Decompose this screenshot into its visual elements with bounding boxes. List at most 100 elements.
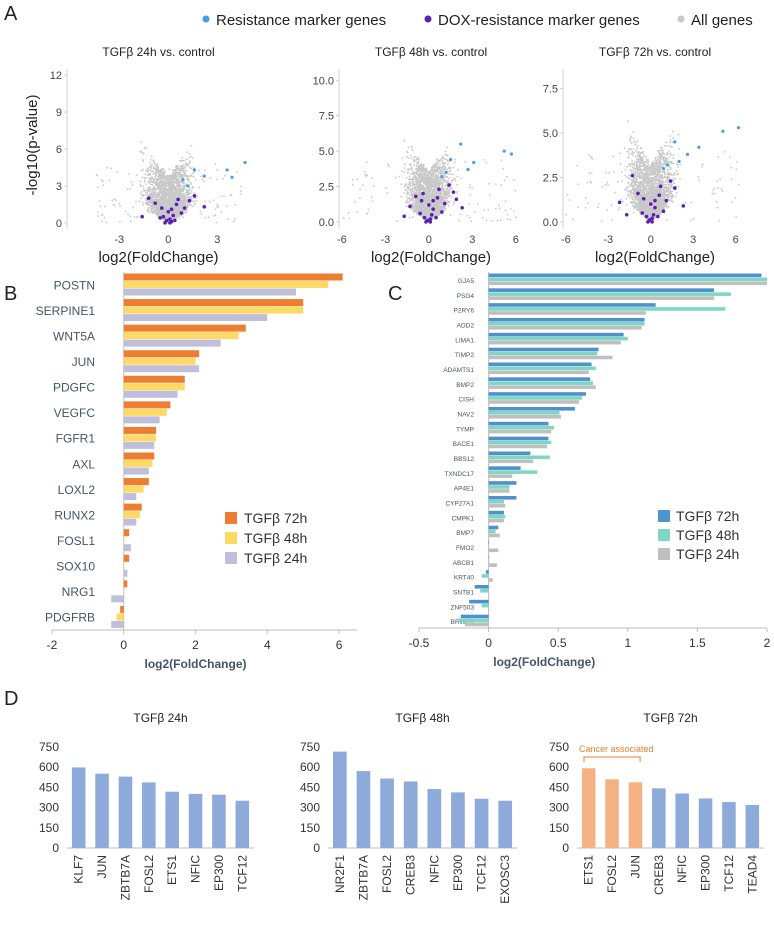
gene-point — [411, 149, 414, 152]
gene-point — [189, 196, 192, 199]
gene-point — [113, 204, 116, 207]
gene-point — [191, 172, 194, 175]
gene-point — [114, 199, 117, 202]
gene-point — [143, 177, 146, 179]
gene-point — [171, 179, 174, 182]
gene-point — [140, 141, 143, 144]
gene-point — [356, 178, 359, 180]
dox-gene-point — [202, 205, 207, 209]
gene-point — [469, 193, 472, 196]
gene-point — [178, 169, 181, 172]
gene-point — [443, 157, 446, 160]
gene-point — [456, 190, 459, 193]
gene-point — [409, 199, 411, 202]
gene-point — [403, 171, 406, 173]
gene-point — [417, 164, 420, 167]
gene-point — [129, 215, 132, 218]
gene-point — [169, 187, 172, 189]
gene-point — [406, 199, 409, 201]
gene-point — [171, 190, 174, 193]
gene-point — [139, 192, 142, 195]
gene-point — [184, 166, 187, 168]
gene-point — [396, 220, 399, 223]
gene-point — [359, 197, 361, 200]
gene-point — [489, 194, 491, 197]
gene-point — [159, 196, 162, 199]
gene-point — [140, 185, 142, 188]
dox-gene-point — [192, 193, 197, 198]
gene-point — [512, 179, 515, 182]
gene-point — [158, 183, 161, 186]
gene-point — [418, 173, 421, 176]
gene-point — [144, 147, 147, 150]
gene-point — [436, 167, 439, 170]
gene-point — [149, 177, 152, 180]
gene-point — [182, 190, 184, 193]
gene-point — [195, 200, 198, 202]
gene-point — [163, 203, 166, 206]
gene-point — [187, 165, 190, 168]
gene-point — [154, 165, 157, 167]
resistance-gene-point — [225, 168, 229, 172]
dox-gene-point — [176, 197, 180, 202]
gene-point — [188, 187, 191, 190]
gene-point — [148, 190, 151, 193]
gene-point — [157, 212, 159, 215]
gene-point — [183, 182, 186, 185]
gene-point — [177, 201, 180, 204]
dox-gene-point — [179, 211, 184, 215]
gene-point — [207, 216, 210, 219]
gene-point — [181, 206, 184, 208]
gene-point — [113, 198, 116, 201]
gene-point — [172, 203, 175, 206]
gene-point — [440, 170, 442, 173]
gene-point — [154, 163, 156, 165]
gene-point — [405, 205, 408, 208]
gene-point — [406, 191, 409, 194]
gene-point — [169, 193, 172, 196]
gene-point — [176, 193, 179, 196]
gene-point — [140, 191, 143, 193]
gene-point — [440, 190, 443, 193]
x-tick-label: 3 — [214, 234, 220, 246]
gene-point — [367, 208, 370, 211]
gene-point — [101, 213, 104, 216]
gene-point — [215, 221, 218, 224]
gene-point — [146, 194, 148, 196]
gene-point — [147, 206, 150, 209]
dox-gene-point — [173, 218, 177, 223]
gene-point — [184, 196, 186, 199]
gene-point — [198, 186, 201, 189]
gene-point — [165, 184, 168, 187]
gene-point — [428, 209, 431, 212]
legend-resistance-label: Resistance marker genes — [216, 12, 386, 29]
gene-point — [203, 180, 205, 183]
gene-point — [444, 166, 446, 169]
legend-a: Resistance marker genes DOX-resistance m… — [202, 12, 753, 29]
gene-point — [159, 213, 162, 216]
gene-point — [173, 198, 176, 201]
gene-point — [156, 167, 159, 170]
gene-point — [143, 179, 146, 182]
gene-point — [97, 215, 99, 217]
gene-point — [163, 194, 166, 196]
gene-point — [108, 179, 111, 182]
gene-point — [161, 187, 163, 190]
gene-point — [139, 183, 142, 186]
gene-point — [457, 169, 459, 171]
resistance-gene-point — [230, 175, 234, 179]
gene-point — [446, 159, 449, 162]
gene-point — [452, 173, 454, 176]
gene-point — [151, 200, 154, 202]
gene-point — [176, 206, 179, 209]
gene-point — [411, 145, 413, 148]
gene-point — [188, 203, 191, 205]
gene-point — [146, 174, 149, 177]
gene-point — [438, 168, 440, 170]
gene-point — [140, 169, 143, 172]
gene-point — [446, 176, 449, 179]
gene-point — [414, 156, 416, 158]
gene-point — [161, 177, 164, 180]
